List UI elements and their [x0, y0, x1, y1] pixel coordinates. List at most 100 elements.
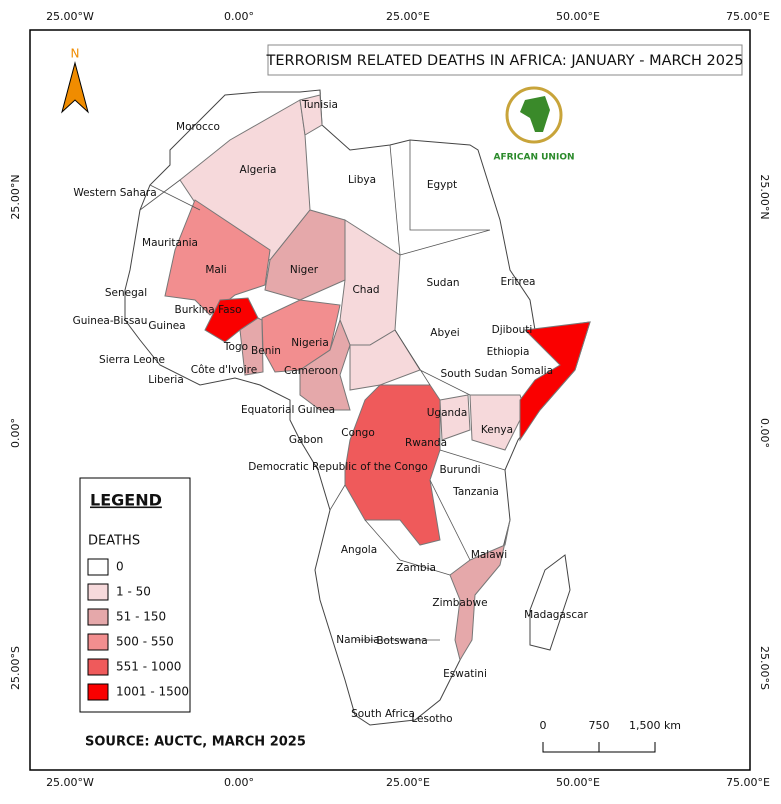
country-label: Burkina Faso	[174, 304, 241, 316]
coordinates: 25.00°W 25.00°W 0.00° 0.00° 25.00°E 25.00°E 50…	[9, 10, 771, 789]
latitude-label: 25.00°S	[758, 646, 771, 690]
scale-bar	[542, 742, 656, 753]
scale-label: 0	[540, 719, 547, 732]
country-label: Mauritania	[142, 237, 198, 249]
latitude-label: 0.00°	[9, 418, 22, 448]
country-label: Madagascar	[524, 609, 588, 621]
legend-swatch	[87, 633, 109, 651]
country-label: Rwanda	[405, 437, 447, 449]
country-label: Senegal	[105, 287, 147, 299]
country-label: Uganda	[427, 407, 468, 419]
legend-label: 0	[116, 560, 124, 574]
longitude-label: 25.00°E	[386, 10, 430, 23]
country-label: Nigeria	[291, 337, 329, 349]
kenya	[469, 394, 526, 451]
country-label: Egypt	[427, 179, 457, 191]
country-label: Eritrea	[501, 276, 536, 288]
country-label: Libya	[348, 174, 376, 186]
north-arrow	[61, 61, 89, 114]
country-label: Algeria	[240, 164, 277, 176]
country-label: Botswana	[376, 635, 427, 647]
north-label: N	[71, 47, 80, 61]
legend-label: 551 - 1000	[116, 660, 181, 674]
country-label: Sudan	[426, 277, 459, 289]
country-label: Somalia	[511, 365, 553, 377]
madagascar	[529, 554, 571, 651]
legend-swatch	[87, 608, 109, 626]
country-label: Zambia	[396, 562, 436, 574]
legend-swatch	[87, 683, 109, 701]
country-label: Abyei	[430, 327, 459, 339]
legend-label: 500 - 550	[116, 635, 174, 649]
country-label: Kenya	[481, 424, 513, 436]
uganda	[439, 394, 471, 441]
legend-label: 1 - 50	[116, 585, 151, 599]
legend-items: 0 1 - 50 51 - 150 500 - 550 551 - 1000 1001 -…	[87, 558, 189, 701]
country-label: Ethiopia	[487, 346, 530, 358]
legend-label: 51 - 150	[116, 610, 166, 624]
au-logo	[505, 86, 563, 144]
country-label: Gabon	[289, 434, 323, 446]
latitude-label: 0.00°	[758, 418, 771, 448]
country-label: Equatorial Guinea	[241, 404, 335, 416]
country-label: Zimbabwe	[432, 597, 487, 609]
country-label: Tunisia	[301, 99, 338, 111]
country-label: Eswatini	[443, 668, 487, 680]
longitude-label: 75.00°E	[726, 776, 770, 789]
map-title: TERRORISM RELATED DEATHS IN AFRICA: JANU…	[266, 53, 744, 69]
tunisia	[299, 94, 323, 136]
country-label: Guinea	[148, 320, 185, 332]
somalia	[519, 321, 591, 442]
mozambique	[449, 519, 511, 662]
logo-text: AFRICAN UNION	[494, 153, 575, 163]
country-label: Malawi	[471, 549, 507, 561]
legend-swatch	[87, 583, 109, 601]
longitude-label: 25.00°W	[46, 776, 94, 789]
country-label: Guinea-Bissau	[73, 315, 148, 327]
country-label: Congo	[341, 427, 375, 439]
source: SOURCE: AUCTC, MARCH 2025	[85, 735, 306, 750]
cameroon	[299, 318, 351, 411]
country-label: Lesotho	[411, 713, 452, 725]
legend-title: LEGEND	[90, 491, 162, 510]
country-label: Sierra Leone	[99, 354, 165, 366]
longitude-label: 25.00°W	[46, 10, 94, 23]
country-label: Côte d'Ivoire	[191, 364, 257, 376]
longitude-label: 75.00°E	[726, 10, 770, 23]
country-label: Western Sahara	[73, 187, 156, 199]
longitude-label: 50.00°E	[556, 776, 600, 789]
country-label: Namibia	[336, 634, 379, 646]
country-label: Democratic Republic of the Congo	[248, 461, 428, 473]
longitude-label: 50.00°E	[556, 10, 600, 23]
border	[139, 140, 506, 641]
country-label: Benin	[251, 345, 281, 357]
country-label: Togo	[223, 341, 248, 353]
legend-subtitle: DEATHS	[88, 534, 140, 549]
country-label: South Sudan	[441, 368, 508, 380]
latitude-label: 25.00°N	[9, 174, 22, 219]
country-label: Chad	[352, 284, 379, 296]
country-label: Niger	[290, 264, 319, 276]
longitude-label: 0.00°	[224, 776, 254, 789]
longitude-label: 25.00°E	[386, 776, 430, 789]
title-box	[267, 44, 743, 76]
scale-label: 1,500 km	[629, 719, 681, 732]
country-label: Angola	[341, 544, 377, 556]
legend-swatch	[87, 558, 109, 576]
au-logo-map	[520, 96, 550, 132]
country-label: Tanzania	[452, 486, 499, 498]
latitude-label: 25.00°N	[758, 174, 771, 219]
drc	[344, 384, 441, 546]
scale-label: 750	[589, 719, 610, 732]
country-label: Liberia	[148, 374, 184, 386]
mali	[164, 199, 271, 316]
country-label: Djibouti	[492, 324, 533, 336]
country-labels: Tunisia Morocco Algeria Libya Egypt West…	[73, 99, 589, 725]
country-label: South Africa	[351, 708, 415, 720]
latitude-label: 25.00°S	[9, 646, 22, 690]
legend-label: 1001 - 1500	[116, 685, 189, 699]
country-label: Cameroon	[284, 365, 338, 377]
longitude-label: 0.00°	[224, 10, 254, 23]
country-label: Burundi	[439, 464, 480, 476]
